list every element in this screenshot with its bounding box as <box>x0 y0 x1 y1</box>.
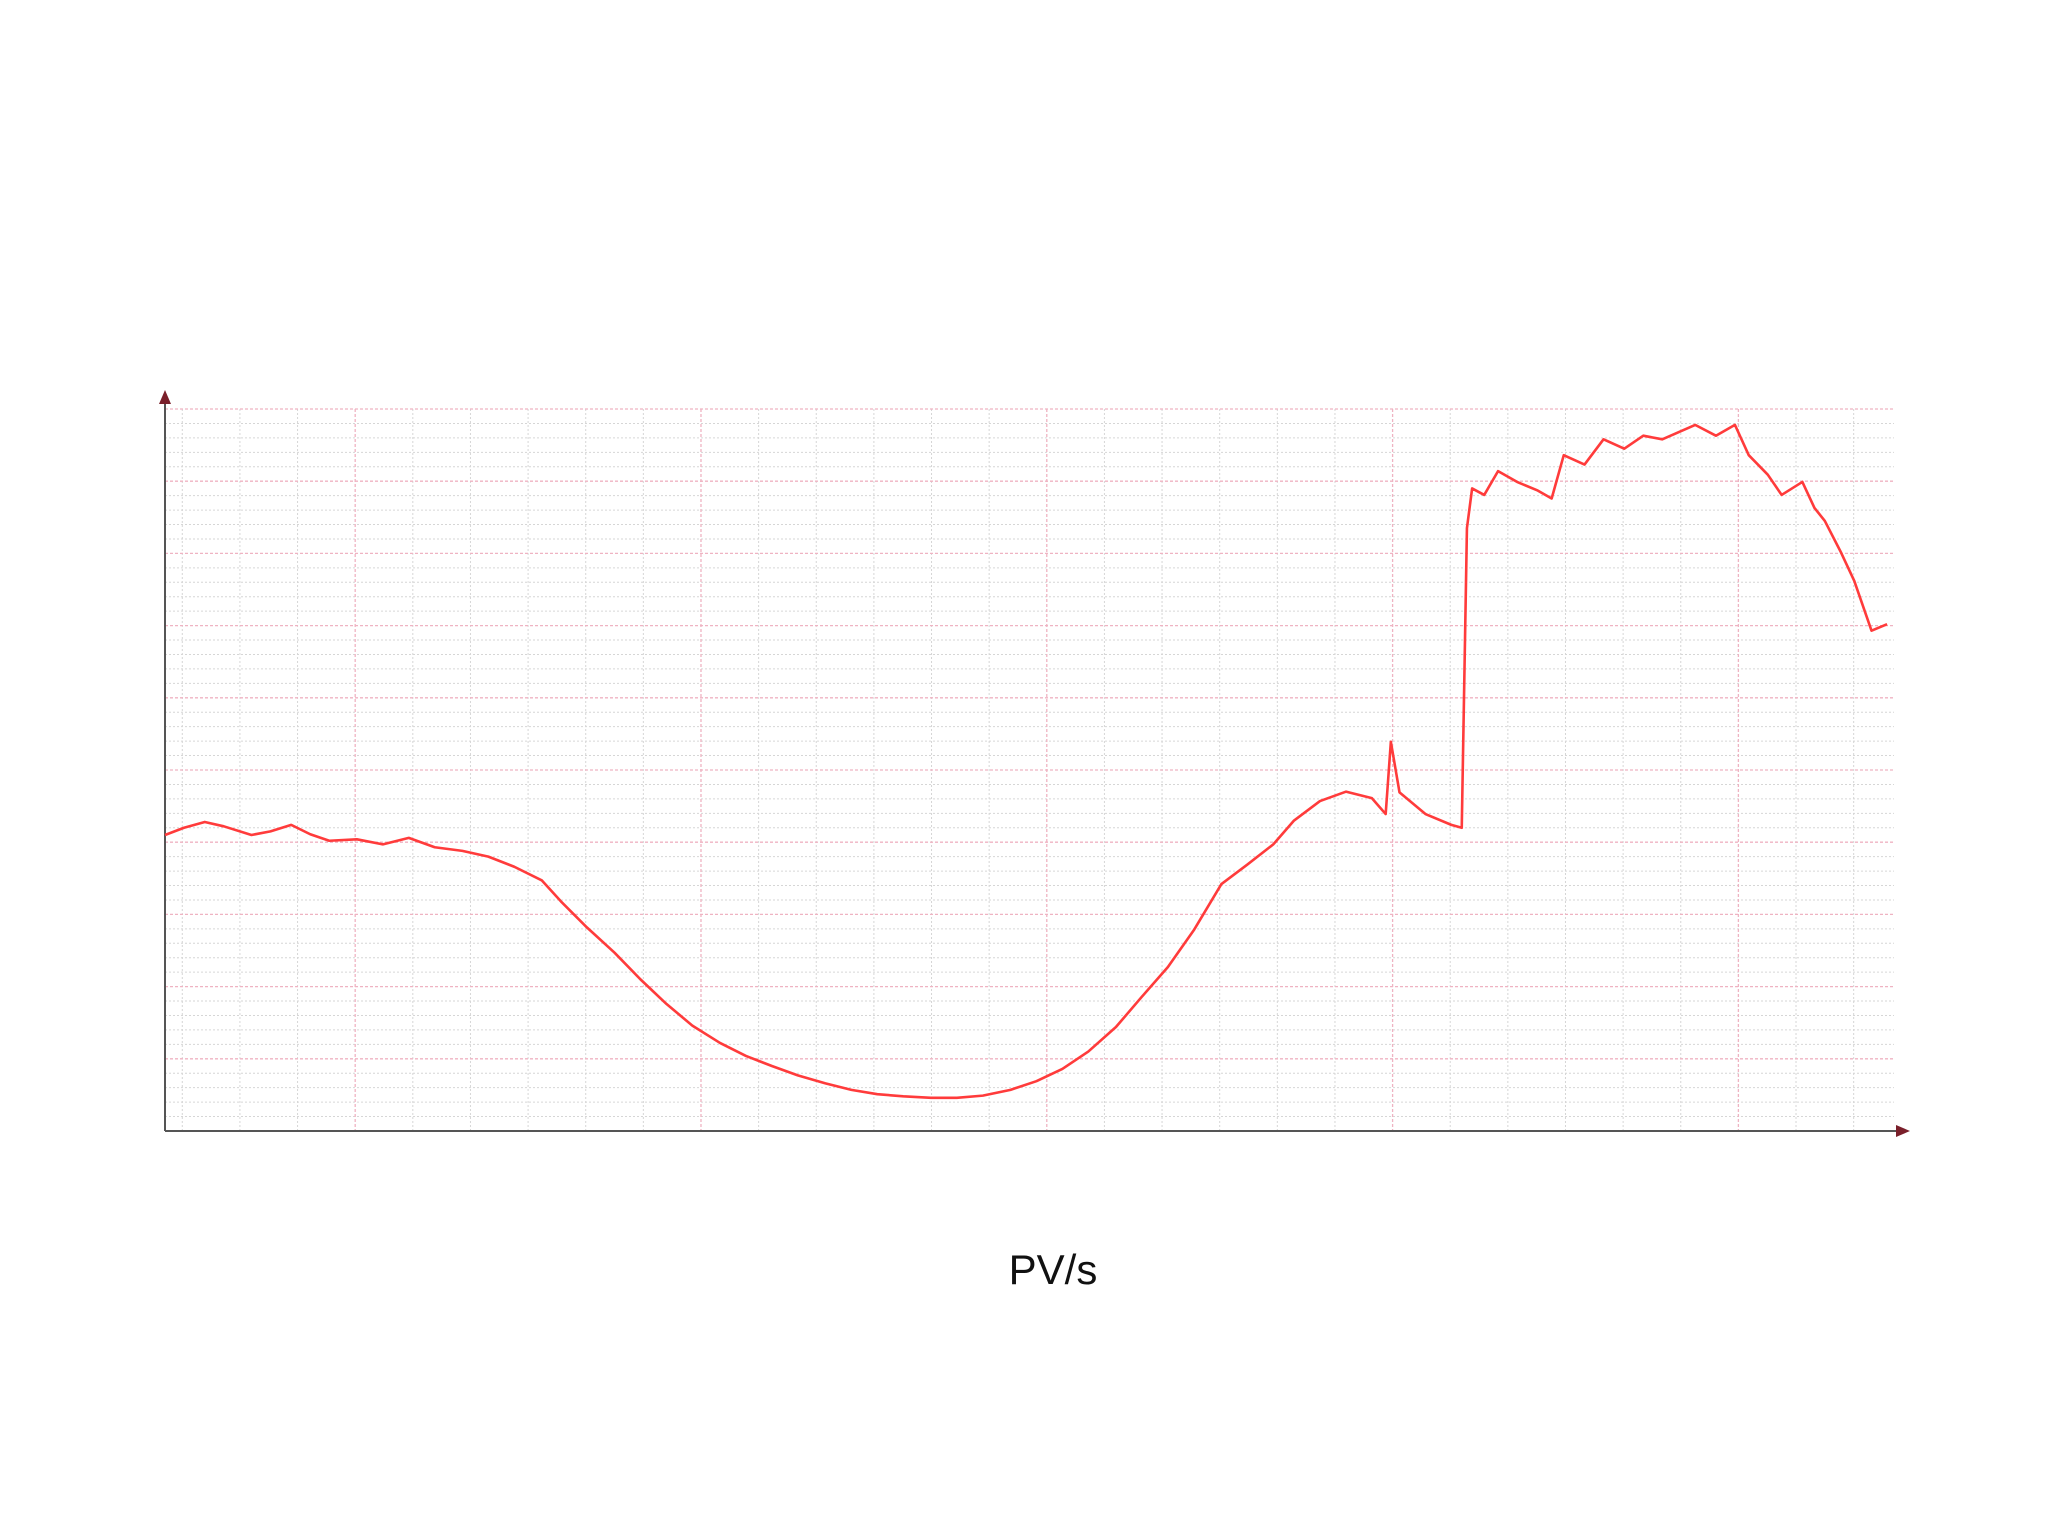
data-line <box>164 423 1888 1100</box>
y-axis-arrow <box>159 390 171 404</box>
x-axis-label: PV/s <box>1009 1246 1098 1293</box>
minor-grid <box>165 409 1894 1131</box>
major-grid <box>165 408 1894 1132</box>
x-axis-arrow <box>1896 1125 1910 1137</box>
